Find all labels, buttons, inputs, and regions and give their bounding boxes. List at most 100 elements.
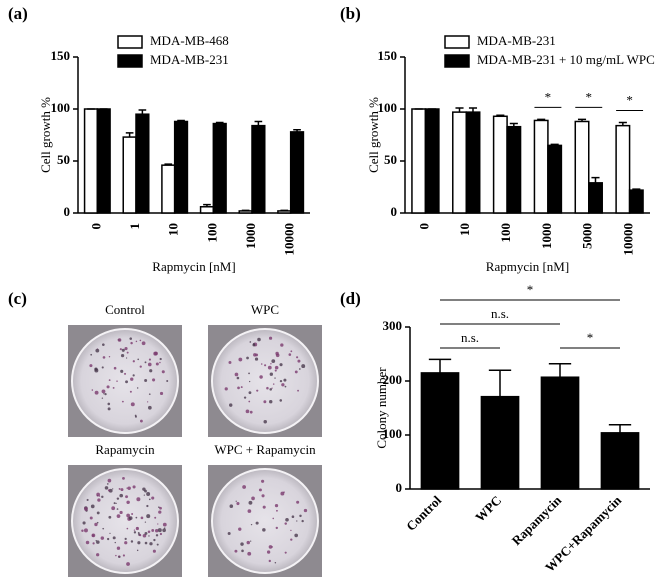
colony: [296, 520, 298, 522]
colony: [296, 500, 300, 504]
error-bar: [632, 188, 641, 191]
legend-swatch: [444, 35, 470, 49]
x-tick-label: 1: [127, 223, 142, 230]
colony: [272, 517, 275, 520]
colony: [136, 497, 141, 502]
colony: [117, 338, 122, 342]
y-tick-label: 50: [384, 152, 397, 167]
colony: [275, 351, 279, 356]
colony: [120, 488, 124, 492]
colony: [126, 500, 130, 505]
error-bar: [254, 120, 263, 126]
colony: [134, 414, 137, 417]
colony: [248, 400, 251, 403]
colony: [301, 364, 306, 369]
colony: [147, 362, 152, 367]
colony: [301, 519, 304, 523]
colony: [108, 379, 111, 382]
x-tick-label: 10000: [621, 223, 636, 256]
colony: [126, 351, 129, 354]
image-label: WPC: [251, 302, 279, 317]
colony: [299, 514, 302, 518]
y-tick-label: 0: [396, 480, 403, 495]
legend-swatch: [117, 54, 143, 68]
colony: [261, 494, 265, 498]
colony: [152, 378, 156, 382]
colony: [267, 365, 272, 370]
colony: [241, 549, 244, 553]
x-tick-label: 1000: [243, 223, 258, 249]
colony: [279, 363, 283, 367]
colony: [263, 400, 267, 404]
colony: [133, 529, 136, 531]
colony: [126, 562, 130, 566]
colony: [136, 387, 139, 389]
colony: [116, 514, 121, 518]
colony: [124, 541, 128, 545]
x-tick-label: 1000: [539, 223, 554, 249]
colony: [132, 374, 135, 377]
colony: [82, 521, 86, 525]
colony: [240, 386, 243, 389]
colony: [103, 393, 105, 395]
colony: [116, 497, 120, 500]
colony: [141, 341, 146, 346]
colony: [94, 390, 99, 395]
colony: [248, 380, 251, 383]
legend-swatch: [117, 35, 143, 49]
colony: [130, 402, 135, 407]
dish: [71, 328, 179, 434]
y-axis-label: Cell growth %: [366, 97, 381, 173]
colony: [157, 528, 162, 533]
error-bar: [550, 143, 559, 146]
colony: [128, 516, 133, 521]
colony: [104, 486, 109, 490]
colony: [263, 420, 267, 424]
colony: [102, 356, 106, 359]
colony: [129, 337, 133, 340]
colony: [250, 523, 253, 526]
colony: [144, 379, 148, 382]
x-axis-label: Rapmycin [nM]: [486, 259, 569, 274]
y-tick-label: 100: [383, 426, 403, 441]
x-tick-label: Rapamycin: [509, 492, 565, 548]
image-label: Rapamycin: [95, 442, 155, 457]
colony: [249, 410, 253, 414]
colony: [268, 545, 273, 549]
colony: [146, 504, 149, 508]
image-label: Control: [105, 302, 145, 317]
colony: [107, 402, 111, 406]
colony: [152, 549, 156, 553]
colony: [90, 353, 93, 356]
colony: [91, 389, 94, 391]
colony: [285, 517, 289, 522]
error-bar: [280, 209, 289, 212]
colony: [297, 389, 299, 392]
colony: [279, 379, 283, 383]
colony: [266, 386, 269, 390]
colony: [272, 383, 275, 385]
colony: [125, 357, 128, 359]
colony: [112, 488, 114, 490]
colony: [118, 555, 120, 558]
colony: [251, 496, 255, 501]
colony: [255, 521, 259, 525]
colony: [148, 498, 151, 501]
colony: [102, 343, 105, 346]
colony: [83, 528, 88, 533]
colony: [125, 495, 129, 499]
colony: [234, 372, 239, 377]
colony: [229, 403, 233, 407]
y-tick-label: 200: [383, 372, 403, 387]
colony: [106, 537, 110, 541]
colony: [137, 358, 140, 361]
colony: [248, 372, 250, 375]
colony: [228, 360, 232, 364]
bar: [83, 108, 99, 214]
colony: [238, 527, 242, 531]
colony: [261, 479, 265, 483]
colony: [269, 399, 273, 404]
colony: [148, 405, 152, 410]
colony: [288, 353, 292, 356]
x-tick-label: 10000: [282, 223, 297, 256]
